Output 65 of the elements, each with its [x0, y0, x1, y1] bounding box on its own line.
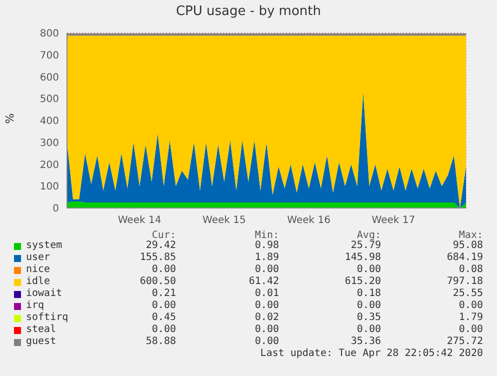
legend-label: steal: [26, 324, 56, 335]
text: 95.08: [452, 240, 483, 251]
legend-label: softirq: [26, 312, 68, 323]
text: 0.00: [152, 300, 176, 311]
x-tick-label: Week 15: [202, 215, 246, 226]
legend-label: irq: [26, 300, 44, 311]
text: 0.45: [152, 312, 176, 323]
text: 0.00: [458, 324, 483, 335]
y-tick-label: 400: [40, 116, 59, 128]
text: 58.88: [146, 336, 176, 347]
text: 797.18: [446, 276, 483, 287]
legend-label: idle: [26, 276, 50, 287]
text: 0.00: [254, 264, 279, 275]
text: Min:: [254, 230, 279, 241]
text: 25.55: [452, 288, 483, 299]
y-tick-label: 700: [40, 50, 59, 62]
legend-label: nice: [26, 264, 50, 275]
x-tick-label: Week 16: [287, 215, 330, 226]
text: 0.00: [254, 336, 279, 347]
y-tick-label: 200: [40, 160, 59, 171]
text: 35.36: [350, 336, 381, 347]
y-tick-label: 600: [40, 72, 59, 84]
text: 1.89: [254, 252, 279, 263]
text: 29.42: [146, 240, 176, 251]
y-tick-label: 500: [40, 94, 59, 106]
text: 0.01: [254, 288, 279, 299]
text: 0.00: [254, 324, 279, 335]
text: 0.21: [152, 288, 176, 299]
legend-label: user: [26, 252, 50, 263]
text: 0.00: [458, 300, 483, 311]
y-tick-label: 100: [40, 182, 59, 193]
text: 0.00: [152, 324, 176, 335]
legend-label: guest: [26, 336, 56, 347]
y-tick-label: 0: [52, 204, 59, 215]
text: 0.00: [356, 264, 381, 275]
text: 25.79: [350, 240, 381, 251]
text: 600.50: [140, 276, 176, 287]
y-axis-title: %: [4, 112, 16, 126]
text: Avg:: [356, 230, 381, 241]
text: 0.08: [458, 264, 483, 275]
chart-title: CPU usage - by month: [174, 4, 322, 19]
text: Last update: Tue Apr 28 22:05:42 2020: [260, 348, 483, 359]
text: 1.79: [458, 312, 483, 323]
y-tick-label: 800: [40, 28, 59, 40]
text: 0.00: [356, 300, 381, 311]
x-tick-label: Week 14: [118, 215, 162, 226]
legend-label: system: [26, 240, 62, 251]
text: 615.20: [344, 276, 381, 287]
text: 155.85: [140, 252, 176, 263]
text: Max:: [458, 230, 483, 241]
y-tick-label: 300: [40, 138, 59, 149]
x-tick-label: Week 17: [372, 215, 416, 226]
text: Cur:: [152, 230, 176, 241]
text: 275.72: [446, 336, 483, 347]
text: 61.42: [248, 276, 279, 287]
text: 0.18: [356, 288, 381, 299]
text: 0.35: [356, 312, 381, 323]
text: 145.98: [344, 252, 381, 263]
legend-label: iowait: [26, 288, 62, 299]
text: 684.19: [446, 252, 483, 263]
text: 0.00: [254, 300, 279, 311]
text: 0.00: [356, 324, 381, 335]
text: 0.98: [254, 240, 279, 251]
text: 0.02: [254, 312, 279, 323]
text: 0.00: [152, 264, 176, 275]
